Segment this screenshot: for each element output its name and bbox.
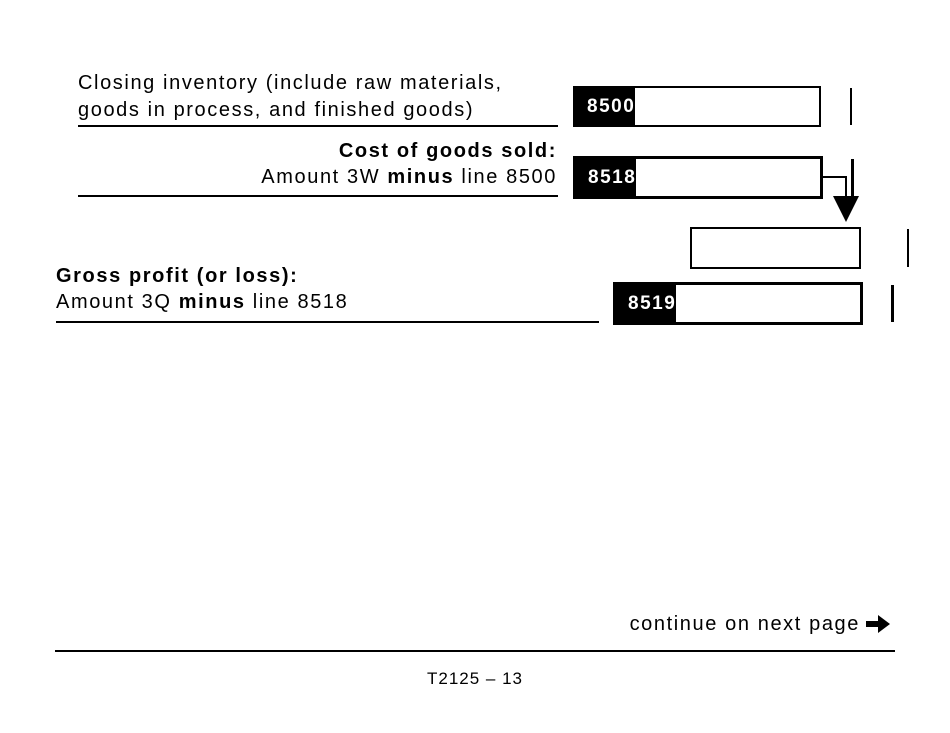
line-8519-field: 8519 bbox=[613, 282, 937, 325]
gross-profit-desc: Amount 3Q minus line 8518 bbox=[56, 289, 348, 315]
cost-of-goods-sold-underline bbox=[78, 195, 558, 197]
arrow-right-icon bbox=[866, 615, 890, 633]
line-8500-cents-input[interactable] bbox=[850, 88, 895, 125]
footer-divider bbox=[55, 650, 895, 652]
carry-forward-field bbox=[690, 227, 950, 269]
continue-on-next-page: continue on next page bbox=[630, 611, 892, 637]
carry-forward-cents-input[interactable] bbox=[907, 229, 950, 267]
line-8518-cents-input[interactable] bbox=[851, 159, 897, 196]
cogs-desc-prefix: Amount 3W bbox=[261, 166, 388, 188]
line-8519-dollars-input[interactable] bbox=[676, 285, 892, 322]
carry-down-arrow-icon bbox=[820, 176, 859, 222]
closing-inventory-label-line2: goods in process, and finished goods) bbox=[78, 99, 475, 121]
gp-desc-suffix: line 8518 bbox=[245, 291, 349, 313]
line-8518-code: 8518 bbox=[576, 159, 637, 196]
closing-inventory-underline bbox=[78, 125, 558, 127]
continue-text: continue on next page bbox=[629, 613, 860, 635]
line-8500-field: 8500 bbox=[573, 86, 895, 127]
cogs-desc-suffix: line 8500 bbox=[454, 166, 557, 188]
line-8519-cents-input[interactable] bbox=[891, 285, 937, 322]
gp-desc-prefix: Amount 3Q bbox=[56, 291, 179, 313]
cost-of-goods-sold-desc: Amount 3W minus line 8500 bbox=[261, 164, 557, 190]
line-8500-code: 8500 bbox=[575, 88, 636, 125]
line-8518-dollars-input[interactable] bbox=[636, 159, 852, 196]
gp-desc-bold: minus bbox=[178, 291, 246, 313]
gross-profit-title: Gross profit (or loss): bbox=[56, 265, 299, 287]
line-8519-code: 8519 bbox=[616, 285, 677, 322]
cogs-desc-bold: minus bbox=[387, 166, 455, 188]
page-number: T2125 – 13 bbox=[426, 669, 523, 688]
carry-forward-dollars-input[interactable] bbox=[692, 229, 907, 267]
line-8500-dollars-input[interactable] bbox=[635, 88, 851, 125]
closing-inventory-label-line1: Closing inventory (include raw materials… bbox=[78, 72, 503, 94]
line-8518-field: 8518 bbox=[573, 156, 897, 199]
gross-profit-underline bbox=[56, 321, 599, 323]
cost-of-goods-sold-title: Cost of goods sold: bbox=[338, 140, 557, 162]
